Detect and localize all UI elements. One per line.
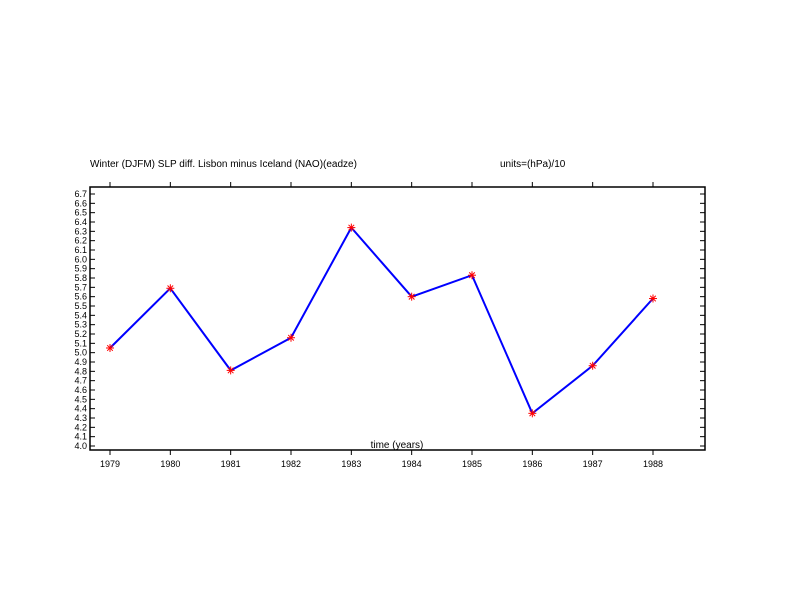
data-point-marker bbox=[166, 284, 175, 293]
x-tick-label: 1988 bbox=[643, 459, 663, 469]
y-tick-label: 4.7 bbox=[74, 376, 87, 386]
chart-title: Winter (DJFM) SLP diff. Lisbon minus Ice… bbox=[90, 159, 357, 170]
marker-stroke bbox=[468, 272, 476, 279]
x-tick-label: 1987 bbox=[583, 459, 603, 469]
data-point-marker bbox=[106, 344, 114, 352]
marker-stroke bbox=[287, 334, 295, 341]
marker-stroke bbox=[589, 362, 596, 369]
marker-stroke bbox=[106, 344, 114, 352]
data-point-marker bbox=[226, 366, 235, 375]
y-tick-label: 4.0 bbox=[74, 441, 87, 451]
y-tick-label: 4.9 bbox=[74, 357, 87, 367]
marker-stroke bbox=[649, 295, 657, 302]
x-tick-label: 1981 bbox=[221, 459, 241, 469]
y-tick-label: 5.2 bbox=[74, 329, 87, 339]
y-tick-label: 4.1 bbox=[74, 432, 87, 442]
marker-stroke bbox=[408, 293, 415, 300]
x-tick-label: 1984 bbox=[402, 459, 422, 469]
data-point-marker bbox=[468, 271, 476, 280]
y-tick-label: 6.5 bbox=[74, 208, 87, 218]
y-tick-label: 6.3 bbox=[74, 226, 87, 236]
y-tick-label: 4.6 bbox=[74, 385, 87, 395]
marker-stroke bbox=[167, 285, 174, 292]
y-tick-label: 4.4 bbox=[74, 404, 87, 414]
y-tick-label: 6.2 bbox=[74, 236, 87, 246]
chart-units: units=(hPa)/10 bbox=[500, 159, 566, 170]
y-tick-label: 4.3 bbox=[74, 413, 87, 423]
series-layer bbox=[106, 223, 657, 418]
y-tick-label: 6.0 bbox=[74, 254, 87, 264]
y-tick-label: 5.0 bbox=[74, 348, 87, 358]
x-tick-label: 1986 bbox=[522, 459, 542, 469]
series-line bbox=[109, 225, 654, 415]
marker-stroke bbox=[227, 367, 234, 374]
y-tick-label: 4.2 bbox=[74, 422, 87, 432]
x-tick-label: 1983 bbox=[341, 459, 361, 469]
x-axis-label: time (years) bbox=[371, 440, 424, 451]
y-tick-label: 4.8 bbox=[74, 366, 87, 376]
y-tick-label: 4.5 bbox=[74, 394, 87, 404]
y-tick-label: 6.6 bbox=[74, 198, 87, 208]
x-tick-label: 1980 bbox=[160, 459, 180, 469]
y-axis: 4.04.14.24.34.44.54.64.74.84.95.05.15.25… bbox=[74, 189, 705, 451]
y-tick-label: 5.9 bbox=[74, 264, 87, 274]
x-tick-label: 1982 bbox=[281, 459, 301, 469]
y-tick-label: 5.1 bbox=[74, 338, 87, 348]
y-tick-label: 5.8 bbox=[74, 273, 87, 283]
data-point-marker bbox=[588, 361, 597, 370]
y-tick-label: 5.3 bbox=[74, 320, 87, 330]
x-axis: 1979 1980 1981 1982 1983 1984 1985 1986 1987 1988 bbox=[100, 182, 663, 469]
data-point-marker bbox=[287, 333, 295, 342]
y-tick-label: 5.5 bbox=[74, 301, 87, 311]
y-tick-label: 6.4 bbox=[74, 217, 87, 227]
data-point-marker bbox=[649, 294, 657, 303]
y-tick-label: 5.4 bbox=[74, 310, 87, 320]
y-tick-label: 6.1 bbox=[74, 245, 87, 255]
x-tick-label: 1979 bbox=[100, 459, 120, 469]
y-tick-label: 6.7 bbox=[74, 189, 87, 199]
data-point-marker bbox=[407, 292, 416, 301]
marker-stroke bbox=[529, 410, 536, 417]
data-point-marker bbox=[528, 409, 537, 418]
plot-frame bbox=[89, 186, 706, 451]
y-tick-label: 5.6 bbox=[74, 292, 87, 302]
x-tick-label: 1985 bbox=[462, 459, 482, 469]
marker-stroke bbox=[348, 224, 355, 231]
y-tick-label: 5.7 bbox=[74, 282, 87, 292]
data-point-marker bbox=[347, 223, 356, 232]
